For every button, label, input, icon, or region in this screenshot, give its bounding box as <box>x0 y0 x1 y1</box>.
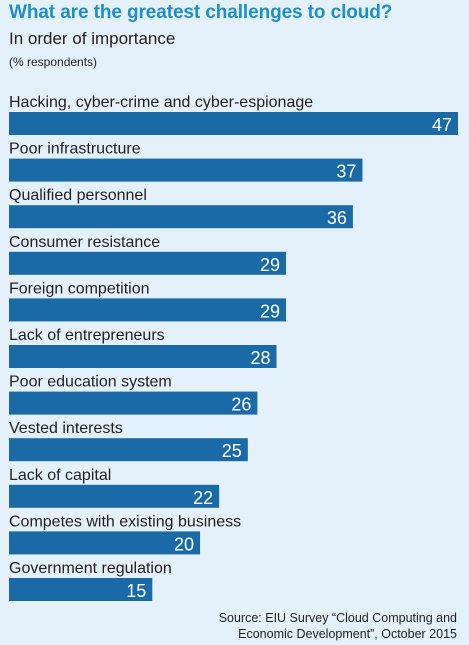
bar <box>9 438 248 462</box>
category-label: Lack of entrepreneurs <box>9 327 165 344</box>
source-line-2: Economic Development”, October 2015 <box>238 627 457 641</box>
category-label: Hacking, cyber-crime and cyber-espionage <box>9 94 313 111</box>
chart-title: What are the greatest challenges to clou… <box>9 2 393 23</box>
category-label: Qualified personnel <box>9 187 147 204</box>
value-label: 36 <box>327 208 347 228</box>
category-label: Foreign competition <box>9 280 150 297</box>
bar <box>9 251 287 275</box>
bar <box>9 298 287 322</box>
bar <box>9 345 277 368</box>
category-label: Competes with existing business <box>9 513 241 530</box>
category-label: Poor infrastructure <box>9 141 141 158</box>
bar <box>9 205 353 229</box>
bar <box>9 391 258 415</box>
chart-subtitle: In order of importance <box>9 29 176 48</box>
category-label: Lack of capital <box>9 467 111 484</box>
source-note: Source: EIU Survey “Cloud Computing and … <box>219 610 457 642</box>
category-label: Poor education system <box>9 374 172 391</box>
value-label: 22 <box>193 488 213 508</box>
bar <box>9 158 363 182</box>
bar <box>9 112 458 135</box>
value-label: 29 <box>260 255 280 275</box>
category-label: Government regulation <box>9 560 172 577</box>
value-label: 20 <box>174 534 194 554</box>
value-label: 28 <box>250 348 270 368</box>
value-label: 29 <box>260 301 280 321</box>
bar <box>9 531 201 555</box>
value-label: 25 <box>222 441 242 461</box>
value-label: 47 <box>432 115 452 135</box>
unit-label: (% respondents) <box>9 55 98 69</box>
bar <box>9 578 153 601</box>
value-label: 37 <box>336 162 356 182</box>
source-line-1: Source: EIU Survey “Cloud Computing and <box>218 611 457 625</box>
value-label: 15 <box>126 581 146 601</box>
bar <box>9 484 220 508</box>
category-label: Consumer resistance <box>9 234 160 251</box>
value-label: 26 <box>231 395 251 415</box>
category-label: Vested interests <box>9 420 123 437</box>
